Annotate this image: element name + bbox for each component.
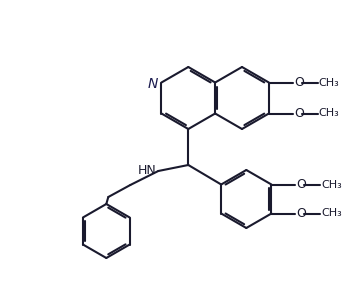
Text: HN: HN	[138, 164, 156, 178]
Text: CH₃: CH₃	[322, 208, 342, 219]
Text: CH₃: CH₃	[322, 180, 342, 190]
Text: CH₃: CH₃	[319, 108, 340, 118]
Text: O: O	[294, 107, 304, 120]
Text: O: O	[294, 76, 304, 89]
Text: O: O	[297, 207, 306, 220]
Text: O: O	[297, 178, 306, 191]
Text: N: N	[148, 76, 158, 90]
Text: CH₃: CH₃	[319, 78, 340, 88]
